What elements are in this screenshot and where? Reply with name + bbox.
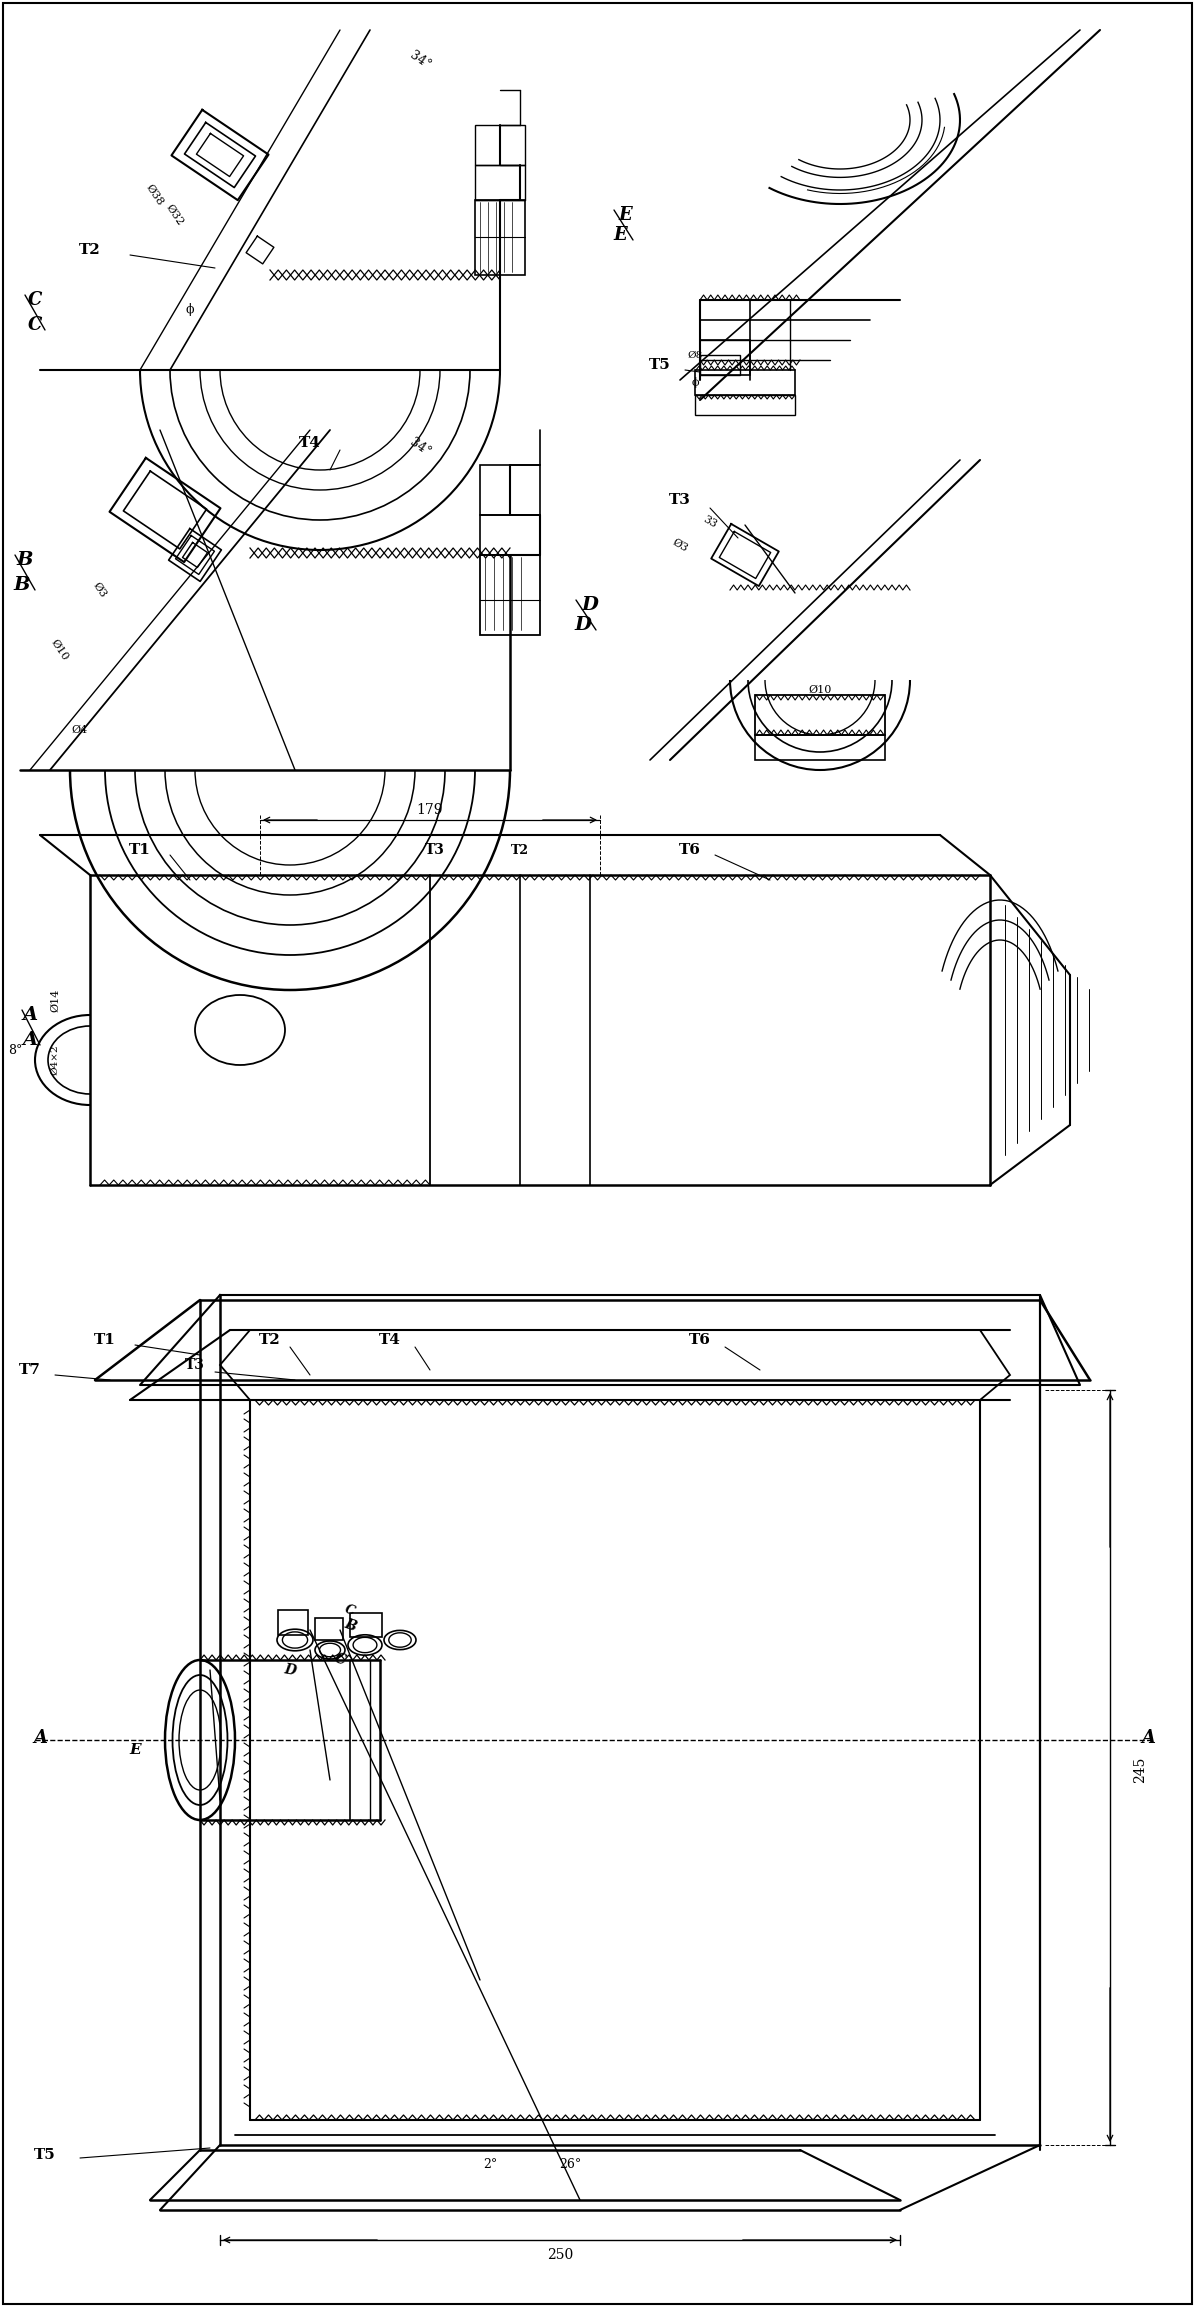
Text: T4: T4 [299, 436, 321, 450]
Text: A: A [23, 1031, 37, 1050]
Bar [315, 1617, 343, 1640]
Text: ϕ: ϕ [185, 305, 195, 316]
Bar [474, 125, 525, 166]
Text: C: C [343, 1601, 357, 1617]
Text: 250: 250 [547, 2247, 574, 2261]
Text: T4: T4 [379, 1333, 402, 1347]
Text: A: A [1141, 1728, 1156, 1746]
Bar [278, 1610, 308, 1636]
Text: T7: T7 [19, 1363, 41, 1377]
Text: A: A [23, 1006, 37, 1024]
Text: Ø4×2: Ø4×2 [50, 1045, 60, 1075]
Text: C: C [333, 1652, 347, 1668]
Text: Ø8: Ø8 [687, 351, 703, 360]
Text: E: E [618, 205, 632, 224]
Text: 8°: 8° [8, 1043, 23, 1057]
Text: Ø10: Ø10 [49, 637, 71, 662]
Text: T6: T6 [679, 842, 701, 856]
Text: 34°: 34° [407, 48, 433, 72]
Text: T2: T2 [79, 242, 100, 256]
Bar [695, 369, 795, 394]
Text: C: C [27, 316, 42, 335]
Text: T1: T1 [94, 1333, 116, 1347]
Bar [480, 466, 540, 514]
Text: 26°: 26° [559, 2159, 581, 2171]
Text: Ø14: Ø14 [50, 987, 60, 1013]
Bar [755, 736, 885, 759]
Text: 245: 245 [1133, 1758, 1147, 1783]
Text: Ø4: Ø4 [72, 724, 88, 736]
Text: ϕ: ϕ [691, 376, 699, 388]
Bar [700, 339, 750, 376]
Text: C: C [27, 291, 42, 309]
Text: 2°: 2° [483, 2159, 497, 2171]
Text: 33: 33 [701, 514, 718, 531]
Text: D: D [575, 616, 592, 634]
Text: A: A [33, 1728, 47, 1746]
Text: B: B [14, 577, 30, 593]
Bar [474, 201, 525, 275]
Text: T3: T3 [425, 842, 445, 856]
Bar [755, 694, 885, 736]
Bar [474, 166, 525, 201]
Bar [480, 556, 540, 634]
Text: T5: T5 [35, 2148, 56, 2162]
Text: T3: T3 [185, 1359, 204, 1373]
Text: 34°: 34° [407, 436, 433, 459]
Text: T2: T2 [511, 844, 529, 856]
Text: B: B [17, 551, 33, 570]
Text: T1: T1 [129, 842, 151, 856]
Text: 179: 179 [417, 803, 443, 817]
Text: T5: T5 [649, 358, 670, 371]
Text: E: E [613, 226, 627, 245]
Text: Ø32: Ø32 [165, 203, 185, 228]
Text: Ø3: Ø3 [91, 581, 109, 600]
Bar [700, 355, 740, 376]
Text: E: E [129, 1744, 141, 1758]
Text: B: B [342, 1617, 358, 1633]
Text: D: D [283, 1661, 298, 1677]
Bar [350, 1613, 382, 1638]
Bar [480, 514, 540, 556]
Text: Ø10: Ø10 [808, 685, 832, 694]
Text: T2: T2 [259, 1333, 281, 1347]
Text: Ø3: Ø3 [670, 538, 690, 554]
Text: D: D [582, 595, 599, 614]
Text: T6: T6 [690, 1333, 711, 1347]
Bar [695, 394, 795, 415]
Text: T3: T3 [669, 494, 691, 508]
Text: Ø38: Ø38 [145, 182, 166, 208]
